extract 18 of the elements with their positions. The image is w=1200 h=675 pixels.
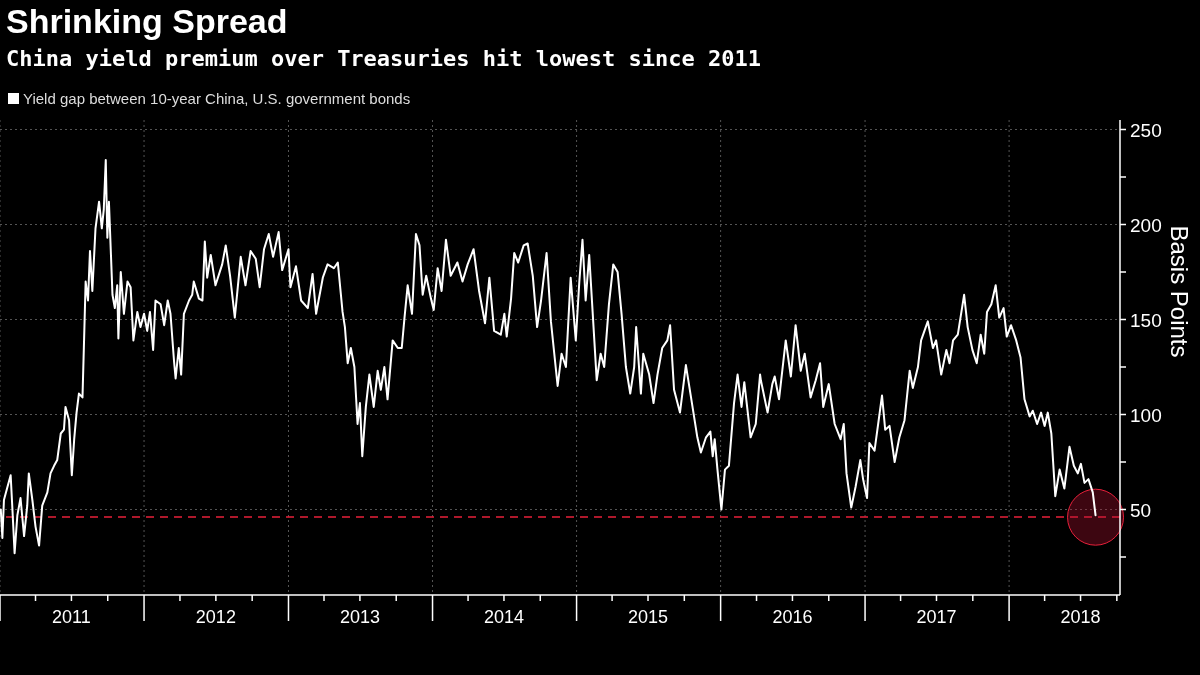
chart-title: Shrinking Spread	[6, 2, 288, 41]
y-tick-label: 100	[1130, 404, 1162, 426]
x-tick-label: 2017	[916, 607, 957, 627]
x-tick-label: 2014	[483, 607, 524, 627]
y-tick-label: 200	[1130, 214, 1162, 236]
y-tick-label: 50	[1130, 499, 1152, 521]
line-series	[0, 158, 1097, 555]
x-tick-label: 2015	[627, 607, 669, 627]
x-tick-label: 2011	[52, 607, 91, 627]
chart-subtitle: China yield premium over Treasuries hit lowest since 2011	[6, 46, 761, 71]
y-axis-title: Basis Points	[1166, 225, 1194, 358]
x-tick-label: 2013	[339, 607, 380, 627]
x-tick-label: 2016	[772, 607, 813, 627]
y-tick-label: 150	[1130, 309, 1162, 331]
y-tick-label: 250	[1130, 119, 1162, 141]
x-tick-label: 2018	[1060, 607, 1101, 627]
x-tick-label: 2012	[195, 607, 236, 627]
legend-label: Yield gap between 10-year China, U.S. government bonds	[23, 90, 411, 107]
